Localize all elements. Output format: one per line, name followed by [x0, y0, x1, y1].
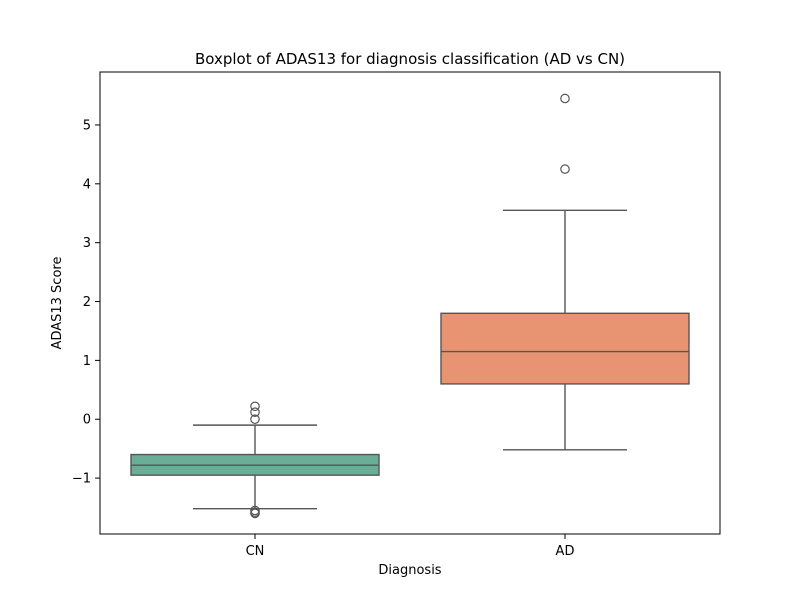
y-axis-label: ADAS13 Score [50, 257, 65, 350]
plot-area: −1 0 1 2 3 4 5 CN AD [72, 71, 721, 559]
y-tick-label: −1 [72, 472, 91, 487]
outlier-point-cn [250, 414, 260, 425]
outlier-point-ad [560, 93, 570, 104]
y-tick-label: 1 [83, 354, 91, 369]
axes-frame [99, 71, 721, 535]
y-tick-label: 3 [83, 236, 91, 251]
outlier-point-cn [250, 401, 260, 412]
y-tick-label: 2 [83, 295, 91, 310]
outlier-point-ad [560, 164, 570, 174]
x-tick-label: AD [556, 544, 575, 559]
x-tick-label: CN [246, 544, 265, 559]
outlier-point-cn [250, 407, 260, 417]
x-axis-label: Diagnosis [378, 563, 441, 578]
y-tick-label: 4 [83, 177, 91, 192]
y-tick-label: 0 [83, 413, 91, 428]
chart-title: Boxplot of ADAS13 for diagnosis classifi… [195, 50, 625, 68]
outlier-point-cn [250, 508, 260, 519]
y-tick-label: 5 [83, 118, 91, 133]
box-ad [440, 312, 690, 385]
